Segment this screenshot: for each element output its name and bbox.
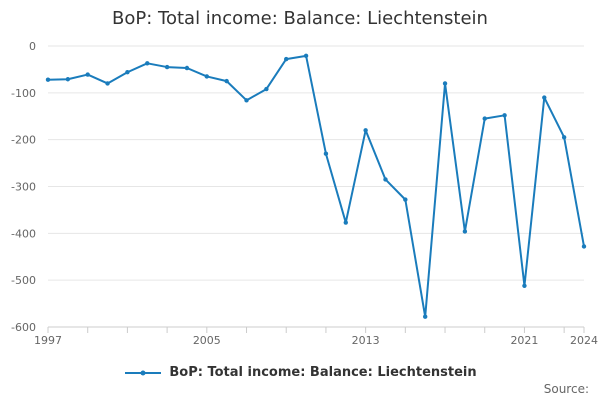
y-axis-labels: 0 -100 -200 -300 -400 -500 -600: [11, 40, 36, 334]
data-point[interactable]: [125, 70, 130, 75]
x-tick-label: 2013: [352, 334, 380, 347]
source-label: Source:: [543, 382, 589, 396]
data-point[interactable]: [561, 135, 567, 140]
data-point[interactable]: [403, 197, 408, 202]
data-point[interactable]: [164, 64, 170, 70]
y-tick-label: -500: [11, 274, 36, 287]
data-point[interactable]: [363, 128, 368, 133]
y-tick-label: 0: [29, 40, 36, 53]
legend[interactable]: BoP: Total income: Balance: Liechtenstei…: [0, 365, 600, 380]
y-tick-label: -100: [11, 87, 36, 100]
y-tick-label: -600: [11, 321, 36, 334]
data-point[interactable]: [264, 86, 269, 92]
x-tick-label: 2005: [193, 334, 221, 347]
data-point[interactable]: [45, 77, 51, 82]
data-point[interactable]: [145, 61, 150, 66]
data-point[interactable]: [184, 65, 190, 71]
data-point[interactable]: [244, 98, 249, 103]
series-line-path[interactable]: [47, 54, 585, 318]
data-point[interactable]: [442, 81, 448, 86]
data-point[interactable]: [204, 74, 210, 79]
data-point[interactable]: [502, 113, 507, 118]
data-point[interactable]: [85, 72, 90, 77]
x-tick-label: 1997: [34, 334, 62, 347]
chart-title: BoP: Total income: Balance: Liechtenstei…: [112, 8, 488, 29]
x-tick-label: 2024: [570, 334, 598, 347]
data-point[interactable]: [65, 77, 71, 82]
series-line: [45, 53, 587, 319]
data-point[interactable]: [343, 220, 348, 225]
data-point[interactable]: [105, 81, 110, 86]
grid-lines: [48, 45, 584, 328]
data-point[interactable]: [522, 283, 527, 288]
data-point[interactable]: [303, 53, 309, 59]
y-tick-label: -300: [11, 181, 36, 194]
data-point[interactable]: [422, 314, 428, 319]
data-point[interactable]: [581, 244, 587, 249]
data-point[interactable]: [482, 116, 487, 121]
data-point[interactable]: [542, 95, 547, 100]
data-point[interactable]: [284, 56, 289, 62]
legend-label: BoP: Total income: Balance: Liechtenstei…: [169, 365, 477, 380]
y-tick-label: -200: [11, 134, 36, 147]
data-point[interactable]: [323, 151, 329, 156]
data-point[interactable]: [224, 78, 229, 84]
x-tick-label: 2021: [510, 334, 538, 347]
data-point[interactable]: [383, 177, 388, 182]
y-tick-label: -400: [11, 227, 36, 240]
data-point[interactable]: [462, 229, 468, 234]
x-axis: 1997 2005 2013 2021 2024: [34, 326, 598, 347]
legend-swatch: [125, 370, 162, 375]
